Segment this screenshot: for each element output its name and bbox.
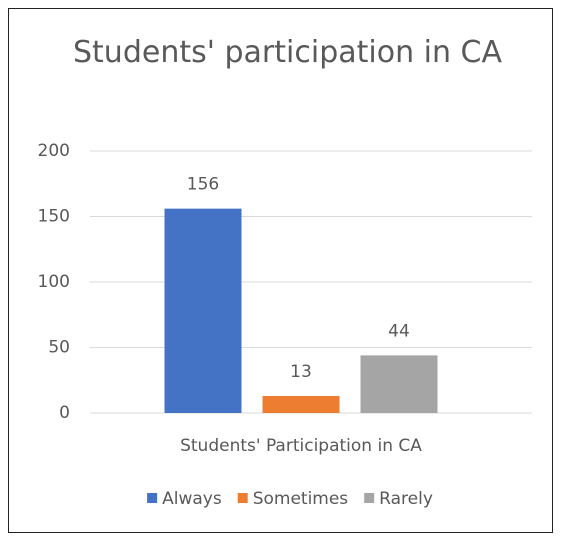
legend-label: Rarely <box>379 489 433 509</box>
legend-swatch <box>364 493 375 503</box>
chart-title: Students' participation in CA <box>73 35 502 70</box>
legend-swatch <box>237 493 248 503</box>
y-tick-label: 0 <box>59 403 70 423</box>
bar <box>164 208 242 413</box>
y-tick-label: 150 <box>38 207 70 227</box>
bar <box>360 355 438 413</box>
legend-swatch <box>147 493 158 503</box>
y-tick-label: 50 <box>48 338 70 358</box>
y-tick-label: 100 <box>38 272 70 292</box>
bar <box>262 395 340 413</box>
legend-label: Sometimes <box>253 489 349 509</box>
x-tick-label: Students' Participation in CA <box>180 436 422 456</box>
chart-frame <box>8 8 553 533</box>
data-label: 13 <box>290 362 312 382</box>
data-label: 44 <box>388 321 410 341</box>
y-tick-label: 200 <box>38 141 70 161</box>
data-label: 156 <box>187 175 219 195</box>
legend-label: Always <box>162 489 222 509</box>
